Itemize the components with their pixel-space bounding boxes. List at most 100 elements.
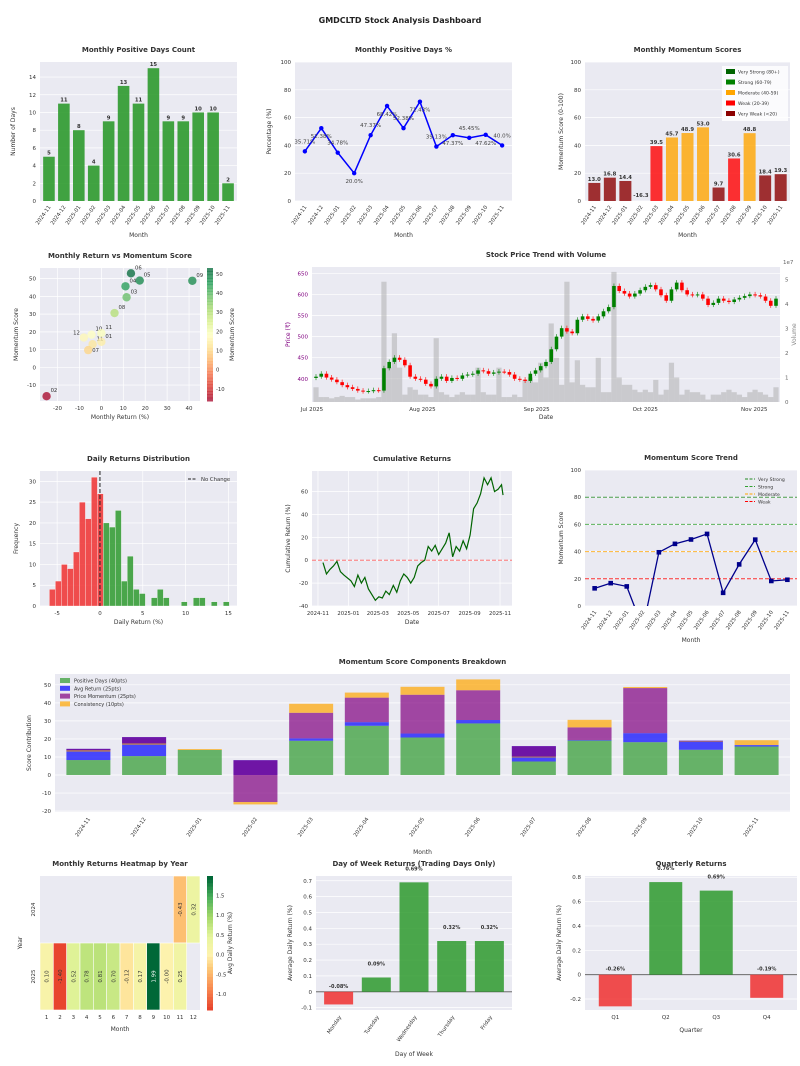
- y-tick-label: 0.6: [303, 895, 312, 901]
- plot-area: [295, 62, 512, 201]
- y-tick-label: 550: [298, 314, 309, 320]
- volume-bar: [559, 384, 565, 402]
- bar-2025-10: [759, 175, 772, 201]
- colorbar-segment: [207, 377, 213, 382]
- volume-bar: [423, 394, 429, 402]
- x-tick-label: 4: [85, 1015, 89, 1021]
- bar-2025-06: [697, 127, 710, 201]
- point-2025-09: [467, 135, 472, 141]
- bar-value-label: 48.8: [743, 127, 756, 133]
- x-tick-label: 2025-01: [324, 205, 342, 227]
- volume-bar: [313, 387, 319, 402]
- heatmap-cell: [186, 875, 201, 944]
- colorbar-segment: [207, 902, 213, 907]
- x-tick-label: 2025-03: [357, 205, 375, 227]
- bar-value-label: 39.5: [650, 140, 663, 146]
- candle-body: [685, 290, 689, 295]
- histogram-bin: [157, 589, 164, 607]
- y-tick-label: 60: [574, 116, 581, 122]
- bar-2025-04: [665, 137, 678, 201]
- bar-value-label: 2: [226, 177, 230, 183]
- y-tick-label: 80: [574, 88, 581, 94]
- component-bar-segment: [400, 694, 445, 734]
- volume-bar: [705, 399, 711, 402]
- x-tick-label: Oct 2025: [633, 407, 659, 413]
- colorbar-segment: [207, 979, 213, 984]
- bar-value-label: 11: [60, 98, 68, 104]
- component-bar-segment: [456, 723, 501, 776]
- y-tick-label: 50: [29, 277, 36, 283]
- colorbar-segment: [207, 354, 213, 359]
- colorbar-tick: -0.5: [216, 972, 226, 978]
- x-tick-label: 2025-01: [337, 611, 359, 617]
- bar-2025-11: [222, 183, 234, 201]
- y-tick-label: 0.1: [303, 974, 312, 980]
- y-tick-label: 650: [298, 271, 309, 277]
- bar-tuesday: [361, 977, 391, 992]
- component-bar-segment: [567, 740, 612, 776]
- candle-body: [491, 372, 496, 374]
- candle-body: [601, 311, 606, 317]
- bar-2025-08: [728, 158, 741, 201]
- candle-body: [403, 359, 407, 366]
- colorbar-segment: [207, 387, 213, 392]
- trend-marker: [752, 537, 758, 542]
- bar-value-label: 30.6: [728, 152, 741, 158]
- bar-value-label: 0.09%: [368, 961, 385, 967]
- scatter-point: [110, 308, 119, 318]
- x-tick-label: 2025-04: [353, 816, 371, 838]
- bar-2025-11: [774, 174, 787, 201]
- trend-marker: [785, 577, 790, 583]
- plot-area: [40, 268, 200, 401]
- bar-2025-06: [147, 68, 160, 201]
- colorbar-segment: [207, 364, 213, 369]
- colorbar-segment: [207, 361, 213, 365]
- colorbar-segment: [207, 397, 213, 402]
- bar-value-label: 48.9: [681, 127, 694, 133]
- x-tick-label: 2025-11: [767, 205, 785, 227]
- point-2025-05: [401, 125, 406, 131]
- x-tick-label: Tuesday: [363, 1015, 381, 1037]
- colorbar-segment: [207, 304, 213, 309]
- component-bar-segment: [289, 703, 334, 713]
- candle-body: [329, 377, 334, 380]
- candle-body: [497, 371, 501, 373]
- candle-body: [768, 300, 773, 306]
- legend-label: Positive Days (40pts): [74, 679, 127, 685]
- candle-body: [570, 331, 574, 334]
- colorbar-segment: [207, 371, 213, 375]
- y-tick-label: 2: [33, 181, 37, 187]
- y-axis-label: Year: [17, 936, 24, 950]
- component-bar-segment: [289, 740, 334, 776]
- bar-value-label: 9: [181, 115, 185, 121]
- heatmap-value: 0.17: [138, 970, 144, 983]
- scatter-point: [122, 293, 131, 302]
- colorbar-segment: [207, 916, 213, 921]
- plot-area: [312, 471, 512, 606]
- colorbar-segment: [207, 906, 213, 910]
- colorbar-tick: 20: [216, 329, 223, 335]
- legend: [722, 66, 788, 121]
- y-tick-label: 40: [574, 143, 581, 149]
- y-tick-label: -20: [42, 809, 51, 815]
- x-tick-label: 5: [98, 1015, 102, 1021]
- colorbar-segment: [207, 946, 213, 951]
- y-tick-label: 4: [33, 164, 37, 170]
- x-tick-label: 7: [125, 1015, 129, 1021]
- y-tick-label: 0.5: [303, 910, 312, 916]
- colorbar-segment: [207, 976, 213, 981]
- volume-bar: [464, 394, 471, 402]
- bar-q4: [750, 974, 784, 998]
- candle-body: [653, 285, 658, 290]
- y-tick-label: 10: [29, 110, 36, 116]
- bar-value-label: 11: [135, 98, 143, 104]
- y-axis-label: Momentum Score: [13, 308, 20, 361]
- volume-bar: [621, 384, 628, 402]
- candle-body: [476, 370, 480, 374]
- candle-body: [549, 349, 554, 362]
- component-bar-segment: [289, 738, 334, 741]
- candle-body: [518, 378, 522, 380]
- y-tick-label: 6: [33, 146, 37, 152]
- y-tick-label: 20: [284, 171, 291, 177]
- chart-title: Cumulative Returns: [373, 455, 451, 463]
